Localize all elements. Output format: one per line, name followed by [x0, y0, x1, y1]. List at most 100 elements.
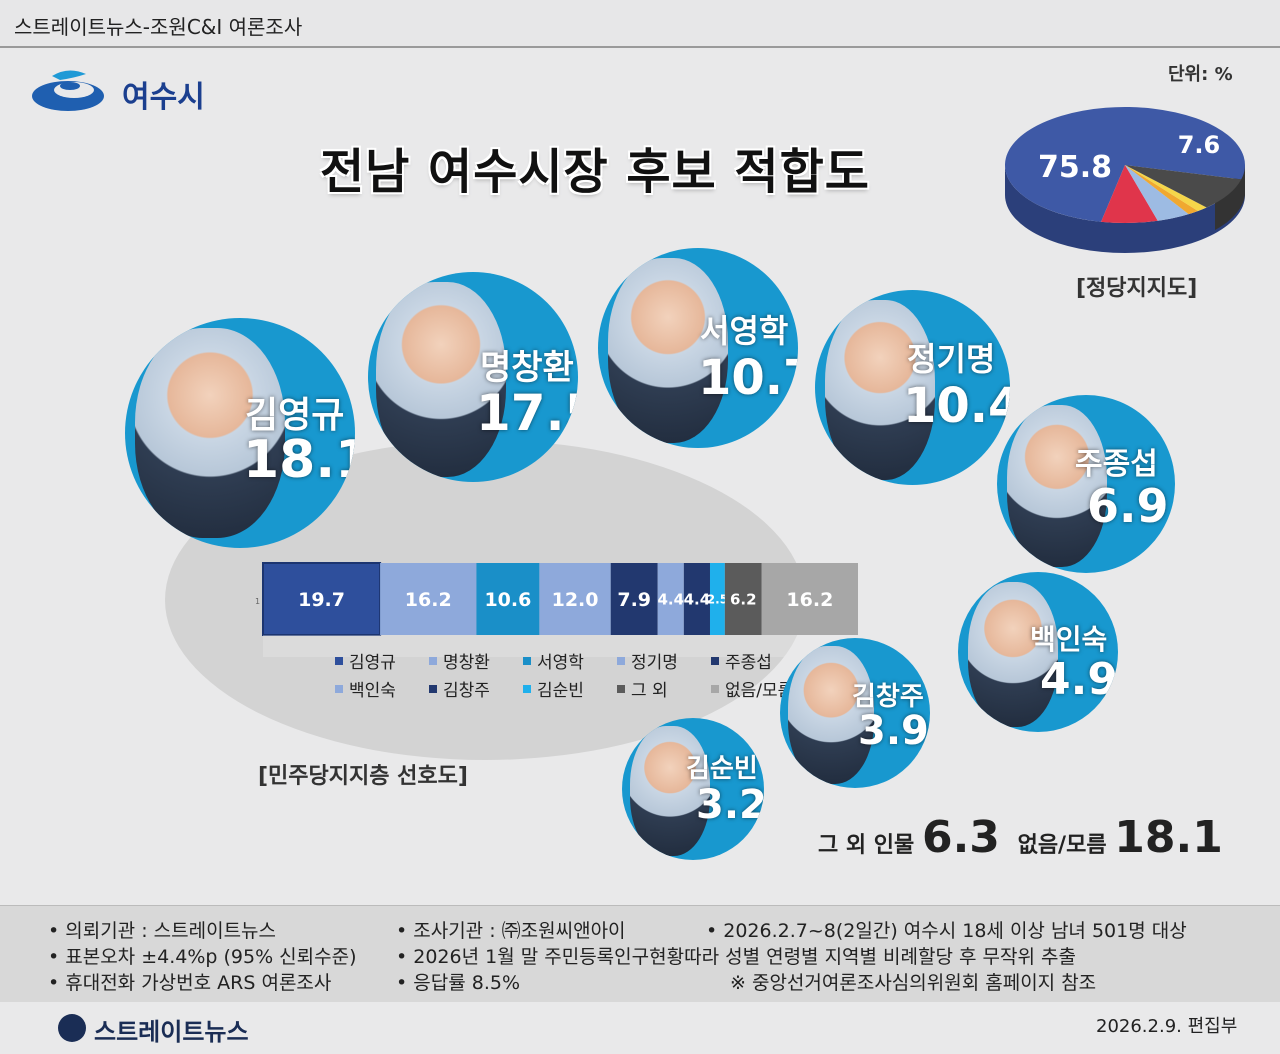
yeosu-city-logo-icon	[32, 70, 104, 111]
legend-label: 백인숙	[349, 681, 396, 701]
legend-label: 없음/모름	[725, 681, 794, 701]
party-support-pie-chart: 75.8 7.6	[1005, 107, 1245, 253]
legend-swatch	[335, 656, 343, 665]
others-value: 6.3	[921, 812, 1000, 863]
legend-item: 명창환	[429, 648, 523, 673]
footer-line: • 표본오차 ±4.4%p (95% 신뢰수준)	[48, 946, 357, 968]
bar-value-label: 7.9	[617, 589, 651, 611]
legend-item: 그 외	[617, 676, 711, 701]
top-bar: 스트레이트뉴스-조원C&I 여론조사	[0, 0, 1280, 48]
legend-item: 정기명	[617, 648, 711, 673]
legend-row: 백인숙 김창주 김순빈 그 외 없음/모름	[335, 676, 805, 701]
bar-value-label: 2.5	[707, 592, 728, 606]
candidate-name: 서영학	[700, 312, 789, 350]
pie-label: 75.8	[1038, 150, 1112, 185]
bar-value-label: 4.4	[657, 590, 684, 608]
candidate-value: 18.1	[243, 430, 355, 490]
legend-label: 김창주	[443, 681, 490, 701]
legend-item: 없음/모름	[711, 676, 805, 701]
candidate-name: 주종섭	[1075, 447, 1158, 482]
candidate-value: 6.9	[1087, 479, 1169, 533]
democrat-supporters-bar-chart: 1 19.7 16.2 10.6 12.0 7.9 4.4 4.42.5 6.2 16.2	[255, 562, 858, 657]
axis-tick-label: 1	[255, 597, 260, 606]
unit-label: 단위: %	[1168, 64, 1233, 85]
bar-segment	[761, 563, 858, 635]
logo-text: 여수시	[122, 80, 205, 115]
bar-value-label: 10.6	[484, 589, 531, 611]
candidate-name: 김순빈	[686, 754, 758, 784]
bar-chart-caption: [민주당지지층 선호도]	[258, 764, 468, 789]
legend-item: 주종섭	[711, 648, 805, 673]
footer-line: • 조사기관 : ㈜조원씨앤아이	[396, 920, 626, 942]
header-title: 스트레이트뉴스-조원C&I 여론조사	[14, 15, 303, 39]
candidate-value: 10.4	[903, 378, 1010, 434]
legend-label: 서영학	[537, 653, 584, 673]
others-label: 그 외 인물	[818, 833, 915, 858]
candidate-name: 명창환	[480, 348, 574, 388]
bar-segment	[709, 563, 725, 635]
candidate-circle-seo-younghak: 서영학 10.7	[598, 248, 798, 448]
candidate-name: 김영규	[245, 395, 345, 436]
legend-swatch	[429, 656, 437, 665]
candidate-value: 10.7	[698, 350, 798, 406]
bar-segment	[476, 563, 540, 635]
candidate-circle-ju-jongseop: 주종섭 6.9	[997, 395, 1175, 573]
footer-line: • 의뢰기관 : 스트레이트뉴스	[48, 920, 277, 942]
candidate-name: 정기명	[907, 340, 996, 378]
candidate-photo	[135, 328, 285, 538]
legend-label: 주종섭	[725, 653, 772, 673]
footer-line: • 휴대전화 가상번호 ARS 여론조사	[48, 972, 332, 994]
legend-swatch	[711, 684, 719, 693]
bar-floor	[263, 635, 858, 657]
footer-line: • 2026년 1월 말 주민등록인구현황따라 성별 연령별 지역별 비례할당 …	[396, 946, 1076, 968]
bar-segment	[610, 563, 658, 635]
brand-name: 스트레이트뉴스	[94, 1018, 249, 1046]
publish-date: 2026.2.9. 편집부	[1096, 1016, 1238, 1037]
legend-swatch	[617, 656, 625, 665]
bar-value-label: 4.4	[684, 590, 711, 608]
legend-label: 김순빈	[537, 681, 584, 701]
legend-item: 백인숙	[335, 676, 429, 701]
bar-segment	[657, 563, 684, 635]
pie-side	[1005, 165, 1245, 253]
footer-line: • 응답률 8.5%	[396, 972, 520, 994]
pie-slice	[1101, 165, 1158, 223]
unknown-value: 18.1	[1114, 812, 1223, 863]
legend-swatch	[429, 684, 437, 693]
candidate-circle-kim-sunbin: 김순빈 3.2	[622, 718, 764, 860]
legend-item: 김영규	[335, 648, 429, 673]
legend-item: 서영학	[523, 648, 617, 673]
candidate-circle-baek-insuk: 백인숙 4.9	[958, 572, 1118, 732]
bar-value-label: 6.2	[730, 590, 757, 608]
bar-segment	[539, 563, 611, 635]
pie-slice	[1125, 165, 1198, 215]
bar-segment	[683, 563, 710, 635]
candidate-name: 백인숙	[1030, 623, 1108, 656]
pie-slice	[1125, 165, 1207, 212]
legend-row: 김영규 명창환 서영학 정기명 주종섭	[335, 648, 805, 673]
legend-swatch	[523, 656, 531, 665]
candidate-circle-kim-younggyu: 김영규 18.1	[125, 318, 355, 548]
page-title: 전남 여수시장 후보 적합도	[320, 144, 870, 200]
candidate-photo	[788, 646, 874, 784]
candidate-circle-jung-gimyung: 정기명 10.4	[815, 290, 1010, 485]
footer-line: ※ 중앙선거여론조사심의위원회 홈페이지 참조	[730, 972, 1097, 994]
legend-label: 명창환	[443, 653, 490, 673]
others-summary: 그 외 인물 6.3 없음/모름 18.1	[818, 812, 1223, 863]
pie-slice	[1005, 107, 1245, 222]
bar-value-label: 19.7	[298, 589, 345, 611]
bar-segment	[724, 563, 762, 635]
candidate-circle-myung-changhwan: 명창환 17.5	[368, 272, 578, 482]
candidate-photo	[630, 726, 710, 856]
bar-value-label: 16.2	[786, 589, 833, 611]
legend-label: 김영규	[349, 653, 396, 673]
candidate-photo	[825, 300, 935, 480]
pie-label: 7.6	[1178, 131, 1221, 159]
candidate-value: 3.9	[858, 708, 929, 754]
candidate-value: 3.2	[696, 782, 764, 828]
bar-segment	[380, 563, 477, 635]
footer: • 의뢰기관 : 스트레이트뉴스 • 표본오차 ±4.4%p (95% 신뢰수준…	[0, 905, 1280, 1002]
candidate-photo	[376, 282, 506, 477]
candidate-name: 김창주	[852, 682, 924, 712]
